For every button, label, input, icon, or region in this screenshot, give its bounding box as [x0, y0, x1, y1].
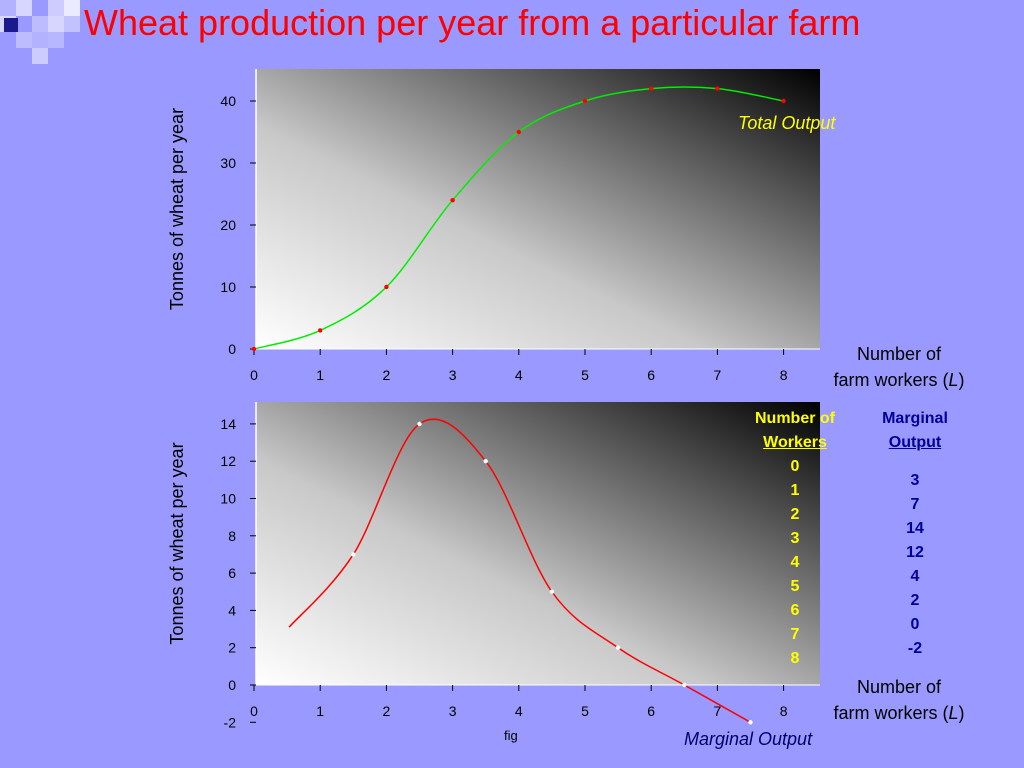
marginal-value: 3: [910, 472, 920, 489]
workers-header-line2: Workers: [763, 434, 827, 451]
workers-value: 2: [790, 506, 800, 523]
total-output-chart: 0 10 20 30 40 0 1 2 3 4 5 6 7 8 Tonnes of wheat per ye…: [167, 69, 820, 383]
total-x-tick-label: 2: [383, 367, 391, 383]
total-data-point: [582, 98, 588, 104]
marginal-y-tick-label: -2: [224, 714, 237, 730]
marginal-header-line1: Marginal: [882, 410, 948, 427]
total-data-point: [516, 129, 521, 135]
total-series-line: [253, 86, 784, 350]
marginal-y-tick-label: 10: [220, 491, 236, 507]
marginal-data-point: [615, 645, 621, 650]
figure-caption: fig: [504, 728, 518, 743]
marginal-series-line: [288, 418, 751, 723]
workers-value: 3: [790, 530, 800, 547]
marginal-x-tick-label: 6: [647, 703, 655, 719]
marginal-value: 7: [910, 496, 920, 513]
marginal-y-tick-label: 6: [228, 565, 236, 581]
total-data-point: [649, 86, 654, 91]
marginal-value: 2: [910, 592, 920, 609]
corner-decoration: [0, 0, 80, 64]
marginal-x-tick-label: 1: [316, 703, 324, 719]
marginal-x-axis-label: Number of farm workers (L): [833, 677, 965, 723]
workers-table: Number of Workers 0 1 2 3 4 5 6 7 8: [740, 407, 850, 671]
marginal-y-tick-label: 8: [228, 528, 236, 544]
workers-value: 1: [790, 482, 800, 499]
total-data-point: [715, 86, 720, 91]
total-x-tick-label: 6: [647, 367, 655, 383]
marginal-data-point: [351, 552, 356, 557]
marginal-plot-area: [256, 402, 820, 685]
total-x-tick-label: 8: [780, 367, 788, 383]
total-x-tick-label: 1: [316, 367, 324, 383]
total-x-tick-label: 0: [250, 367, 258, 383]
page-title: Wheat production per year from a particu…: [84, 2, 861, 43]
total-y-tick-label: 10: [220, 279, 236, 295]
workers-value: 6: [790, 602, 800, 619]
total-y-tick-label: 30: [220, 155, 236, 171]
total-x-tick-label: 5: [581, 367, 589, 383]
marginal-y-tick-label: 4: [228, 602, 236, 618]
marginal-y-tick-label: 14: [220, 416, 236, 432]
workers-value: 0: [790, 458, 800, 475]
workers-value: 4: [790, 554, 800, 571]
marginal-y-axis-label: Tonnes of wheat per year: [167, 442, 187, 644]
total-data-point: [251, 346, 257, 352]
total-x-tick-label: 4: [515, 367, 523, 383]
total-y-tick-label: 0: [228, 341, 236, 357]
marginal-y-tick-label: 12: [220, 453, 236, 469]
marginal-x-tick-label: 4: [515, 703, 523, 719]
marginal-data-point: [748, 720, 753, 725]
marginal-data-point: [549, 589, 555, 594]
marginal-data-point: [417, 421, 422, 427]
workers-value: 7: [790, 626, 800, 643]
marginal-x-tick-label: 2: [383, 703, 391, 719]
marginal-x-tick-label: 8: [780, 703, 788, 719]
marginal-value: -2: [907, 640, 923, 657]
total-y-axis-label: Tonnes of wheat per year: [167, 108, 187, 310]
marginal-x-tick-label: 5: [581, 703, 589, 719]
total-plot-area: [256, 69, 820, 349]
marginal-value: 14: [906, 520, 924, 537]
total-data-point: [450, 198, 455, 203]
marginal-x-tick-label: 0: [250, 703, 258, 719]
total-y-tick-label: 20: [220, 217, 236, 233]
marginal-x-tick-label: 7: [714, 703, 722, 719]
marginal-value: 12: [906, 544, 924, 561]
total-x-axis-label: Number of farm workers (L): [833, 344, 965, 390]
marginal-x-tick-label: 3: [449, 703, 457, 719]
marginal-value: 0: [910, 616, 920, 633]
total-output-label: Total Output: [738, 113, 836, 133]
total-x-tick-label: 7: [714, 367, 722, 383]
workers-header-line1: Number of: [755, 410, 835, 427]
marginal-y-tick-label: 2: [228, 640, 236, 656]
marginal-table: Marginal Output 3 7 14 12 4 2 0 -2: [860, 407, 970, 661]
marginal-data-point: [483, 459, 488, 464]
total-data-point: [318, 328, 323, 333]
marginal-data-point: [682, 682, 687, 688]
marginal-value: 4: [910, 568, 920, 585]
marginal-header-line2: Output: [888, 434, 942, 451]
marginal-y-tick-label: 0: [228, 677, 236, 693]
total-data-point: [781, 98, 786, 104]
total-y-tick-label: 40: [220, 93, 236, 109]
total-data-point: [384, 284, 389, 290]
total-x-tick-label: 3: [449, 367, 457, 383]
workers-value: 8: [790, 650, 800, 667]
marginal-output-label: Marginal Output: [684, 729, 813, 749]
workers-value: 5: [790, 578, 800, 595]
